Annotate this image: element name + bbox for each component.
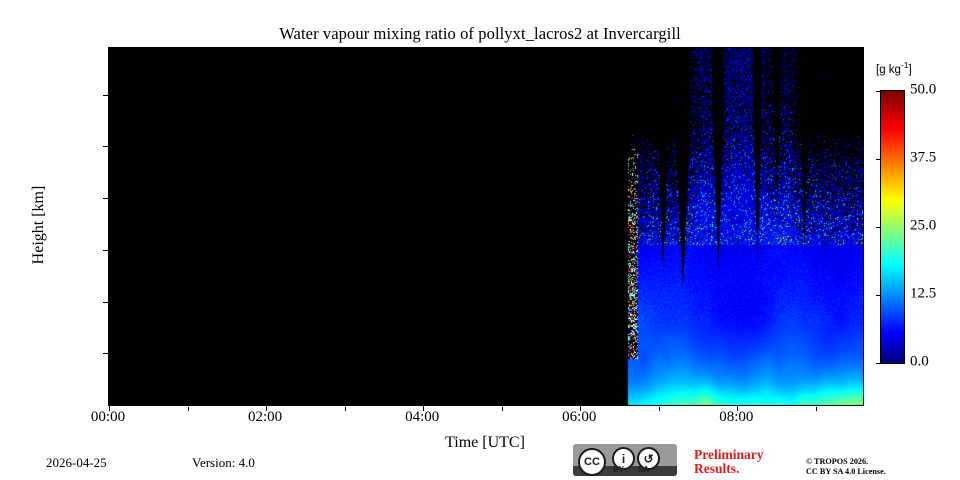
colorbar-tick [876,227,881,228]
y-tick [103,94,109,96]
x-tick [423,405,425,411]
y-axis-label: Height [km] [30,185,47,265]
colorbar-tick-label: 0.0 [910,353,929,370]
colorbar-unit-exponent: -1 [900,60,909,70]
footer-version: Version: 4.0 [192,455,255,470]
colorbar-tick-label: 12.5 [910,285,937,302]
heatmap-plot-area [103,47,864,411]
cc-sa-icon: ↺ [637,447,660,470]
cc-sa-label: SA [638,465,650,474]
colorbar-tick [876,91,881,92]
x-tick [109,405,110,411]
preliminary-line-1: Preliminary [694,447,764,462]
colorbar-tick-label: 37.5 [910,149,937,166]
x-tick [737,405,739,411]
colorbar-tick-label: 25.0 [910,217,937,234]
x-tick-label: 00:00 [90,409,126,425]
y-tick [103,146,109,148]
page-title: Water vapour mixing ratio of pollyxt_lac… [279,24,681,43]
x-minor-tick [344,407,346,411]
colorbar-unit-label: [g kg-1] [876,60,912,76]
x-minor-tick [187,407,189,411]
x-tick [266,405,268,411]
colorbar-gradient [881,91,904,363]
x-minor-tick [501,407,503,411]
cc-by-label: BY [613,465,625,474]
preliminary-line-2: Results. [694,460,740,476]
colorbar-tick [876,363,881,364]
footer-date: 2026-04-25 [46,455,107,470]
colorbar-tick-label: 50.0 [910,81,937,98]
badge-strip [573,466,677,476]
y-tick [103,198,109,200]
x-tick [580,405,582,411]
cc-icon: CC [578,448,606,476]
colorbar-tick [876,159,881,160]
x-minor-tick [658,407,660,411]
x-tick-label: 08:00 [719,409,754,425]
x-axis-label: Time [UTC] [445,434,525,451]
x-tick-label: 06:00 [562,409,597,425]
x-tick-label: 02:00 [247,409,283,425]
colorbar-unit-bracket: ] [908,63,912,76]
y-tick [103,249,109,251]
x-tick-label: 04:00 [405,409,440,425]
cc-by-icon: i [612,447,635,470]
heatmap-image [109,48,863,405]
copyright-line-2: CC BY SA 4.0 License. [806,467,886,476]
preliminary-results-notice: Preliminary Results. [694,448,794,475]
y-tick [103,301,109,303]
colorbar-tick [876,295,881,296]
x-minor-tick [815,407,817,411]
colorbar-unit-text: [g kg [876,63,901,76]
colorbar [876,90,905,364]
y-tick [103,353,109,355]
copyright-line-1: © TROPOS 2026. [806,457,869,466]
creative-commons-badge[interactable]: CC i ↺ BY SA [573,444,677,476]
copyright-notice: © TROPOS 2026. CC BY SA 4.0 License. [806,457,886,477]
